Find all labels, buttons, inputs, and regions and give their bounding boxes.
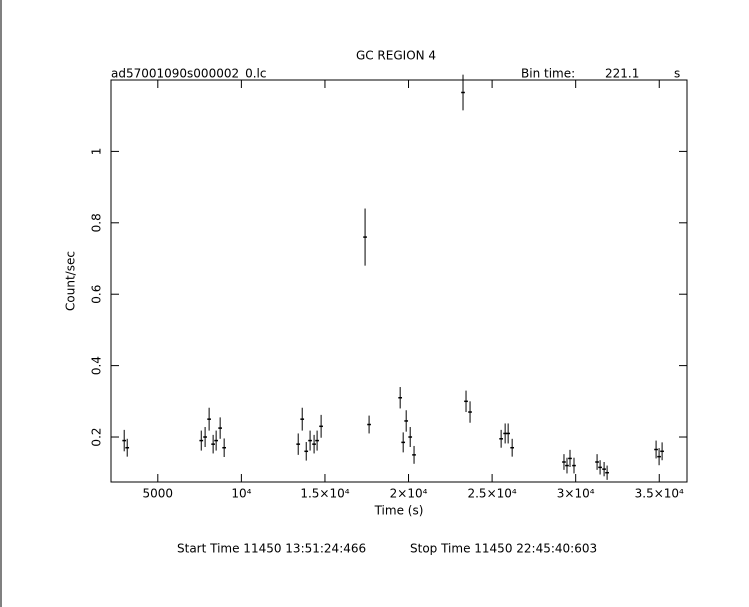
y-tick-label: 0.2 bbox=[90, 427, 104, 446]
y-tick-label: 0.4 bbox=[90, 356, 104, 375]
chart-title: GC REGION 4 bbox=[356, 49, 436, 63]
y-axis-label: Count/sec bbox=[64, 251, 78, 311]
x-tick-label: 5000 bbox=[143, 487, 174, 501]
x-tick-label: 2.5×10⁴ bbox=[467, 487, 516, 501]
x-axis-label: Time (s) bbox=[374, 504, 424, 518]
file-name: ad57001090s000002_0.lc bbox=[111, 67, 267, 81]
y-tick-label: 1 bbox=[90, 148, 104, 156]
x-tick-label: 3.5×10⁴ bbox=[635, 487, 684, 501]
x-tick-label: 1.5×10⁴ bbox=[300, 487, 349, 501]
bin-time: 221.1 bbox=[605, 67, 639, 81]
x-tick-label: 3×10⁴ bbox=[557, 487, 595, 501]
x-tick-label: 2×10⁴ bbox=[390, 487, 428, 501]
stop-time: Stop Time 11450 22:45:40:603 bbox=[410, 542, 597, 556]
bin-time-label: Bin time: bbox=[521, 67, 575, 81]
y-tick-label: 0.6 bbox=[90, 285, 104, 304]
start-time: Start Time 11450 13:51:24:466 bbox=[177, 542, 366, 556]
x-tick-label: 10⁴ bbox=[231, 487, 251, 501]
y-tick-label: 0.8 bbox=[90, 213, 104, 232]
bin-time-unit: s bbox=[674, 67, 680, 81]
plot-frame bbox=[110, 79, 688, 483]
